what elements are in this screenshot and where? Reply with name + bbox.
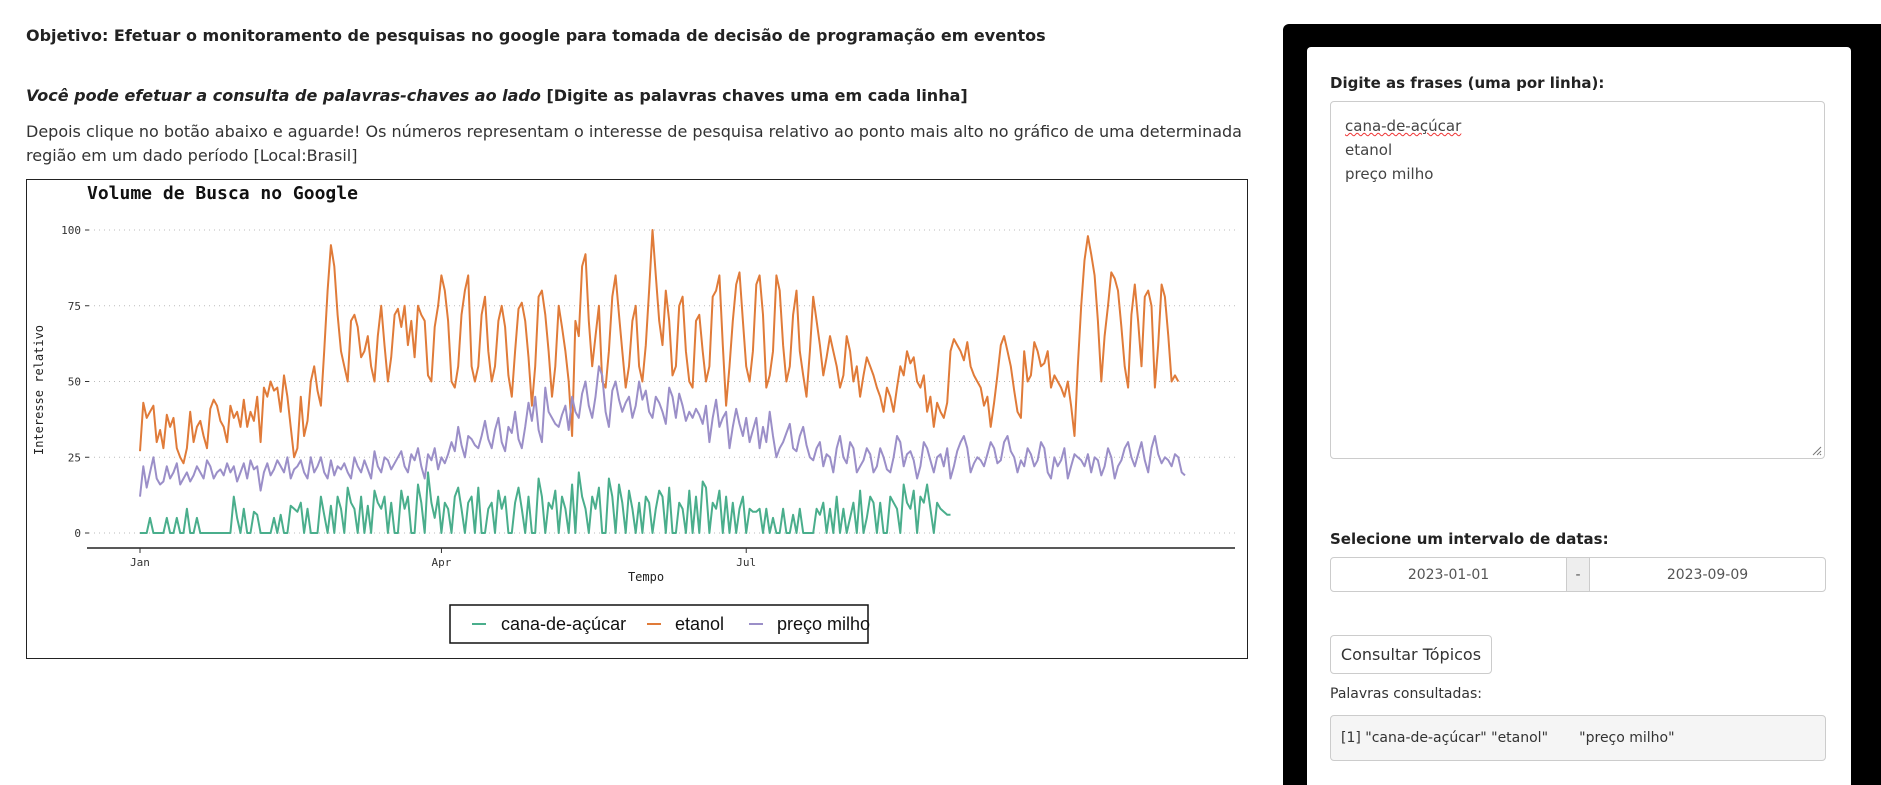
x-axis-label: Tempo [628,570,664,584]
objective-text: Objetivo: Efetuar o monitoramento de pes… [26,26,1046,45]
result-output: [1] "cana-de-açúcar" "etanol" "preço mil… [1330,715,1826,761]
phrases-textarea[interactable]: cana-de-açúcar etanol preço milho [1330,101,1825,459]
y-axis-label: Interesse relativo [32,325,46,455]
phrases-label: Digite as frases (uma por linha): [1330,74,1605,92]
phrase-line-1: cana-de-açúcar [1345,117,1462,135]
y-tick-label-0: 0 [74,527,81,540]
chart-svg: Volume de Busca no Google 0 25 50 75 100 Jan Ap… [32,183,1235,644]
resize-grip-icon[interactable] [1810,444,1822,456]
instruction-bracket: [Digite as palavras chaves uma em cada l… [540,86,968,105]
date-start-input[interactable]: 2023-01-01 [1407,566,1490,583]
instruction-italic: Você pode efetuar a consulta de palavras… [26,86,541,105]
search-volume-chart: Volume de Busca no Google 0 25 50 75 100 Jan Ap… [26,179,1248,659]
series-line-0 [140,471,951,534]
phrase-line-2: etanol [1345,141,1393,159]
series-line-1 [139,229,1180,465]
consultar-topicos-button[interactable]: Consultar Tópicos [1330,635,1492,674]
series-line-2 [139,365,1186,497]
x-tick-label-Apr: Apr [432,556,452,569]
legend-label-2: preço milho [777,614,870,634]
date-separator: - [1566,558,1590,591]
date-range-label: Selecione um intervalo de datas: [1330,530,1609,548]
chart-title: Volume de Busca no Google [87,183,358,204]
x-tick-label-Jul: Jul [736,556,756,569]
date-range-input: 2023-01-01 - 2023-09-09 [1330,557,1826,592]
instruction-heading: Você pode efetuar a consulta de palavras… [26,86,968,105]
result-label: Palavras consultadas: [1330,686,1482,702]
y-tick-label-25: 25 [68,451,81,464]
date-end-input[interactable]: 2023-09-09 [1666,566,1749,583]
legend-label-1: etanol [675,614,724,634]
instruction-detail: Depois clique no botão abaixo e aguarde!… [26,122,1242,165]
phrase-line-3: preço milho [1345,165,1434,183]
y-tick-label-75: 75 [68,300,81,313]
y-tick-label-50: 50 [68,376,81,389]
x-tick-label-Jan: Jan [130,556,150,569]
legend-label-0: cana-de-açúcar [501,614,626,634]
y-tick-label-100: 100 [61,224,81,237]
